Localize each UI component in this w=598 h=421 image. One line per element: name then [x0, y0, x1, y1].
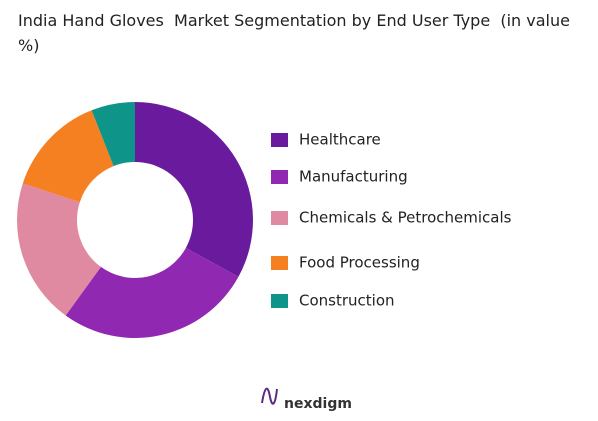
brand-logo — [261, 387, 278, 405]
legend-label: Construction — [299, 292, 395, 310]
legend-swatch — [271, 170, 288, 184]
donut-slice — [16, 183, 101, 316]
legend-swatch — [271, 211, 288, 225]
legend-swatch — [271, 256, 288, 270]
legend-swatch — [271, 294, 288, 308]
legend-label: Healthcare — [299, 131, 381, 149]
legend-swatch — [271, 133, 288, 147]
donut-slice — [135, 102, 253, 277]
legend-label: Food Processing — [299, 254, 420, 272]
donut-slice — [91, 102, 135, 167]
chart-title: India Hand Gloves Market Segmentation by… — [18, 11, 576, 55]
legend-label: Manufacturing — [299, 168, 408, 186]
legend-label: Chemicals & Petrochemicals — [299, 209, 512, 227]
donut-slice — [22, 110, 114, 203]
brand-name: nexdigm — [284, 396, 352, 412]
donut-slice — [65, 247, 239, 339]
